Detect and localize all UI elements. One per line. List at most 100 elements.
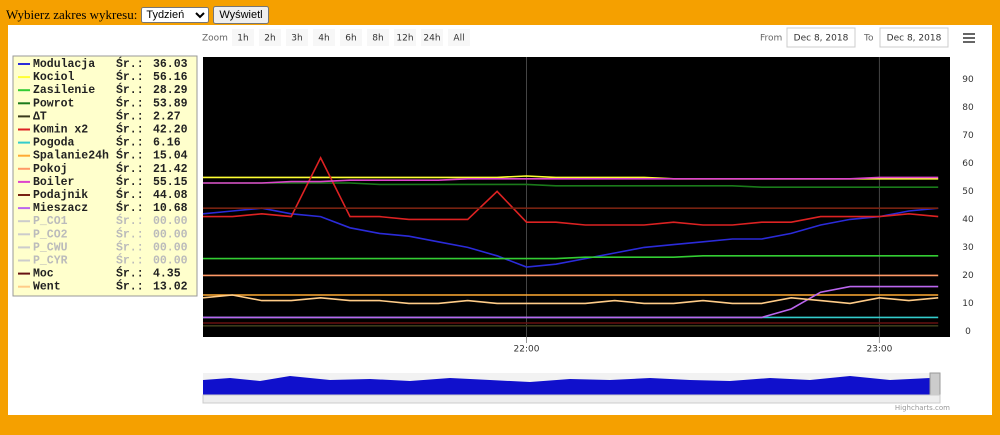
legend-avg[interactable]: 44.08 (153, 189, 188, 202)
legend-avg[interactable]: 21.42 (153, 163, 188, 176)
range-select[interactable]: Tydzień (141, 7, 210, 23)
legend-name[interactable]: Mieszacz (33, 202, 88, 215)
legend-item[interactable]: Boiler Śr.: 55.15 (18, 175, 188, 189)
legend-avg-label[interactable]: Śr.: (116, 83, 144, 97)
legend-avg-label[interactable]: Śr.: (116, 188, 144, 202)
legend-avg[interactable]: 53.89 (153, 97, 188, 110)
from-value[interactable]: Dec 8, 2018 (794, 34, 849, 44)
legend-avg[interactable]: 15.04 (153, 150, 188, 163)
legend-item[interactable]: Zasilenie Śr.: 28.29 (18, 83, 188, 97)
zoom-button-label[interactable]: 12h (396, 34, 413, 44)
legend-item[interactable]: P_CYR Śr.: 00.00 (18, 254, 188, 268)
legend-name[interactable]: Boiler (33, 176, 75, 189)
legend-name[interactable]: ΔT (33, 110, 47, 123)
legend-name[interactable]: P_CO1 (33, 215, 68, 228)
legend-name[interactable]: Komin x2 (33, 124, 88, 137)
legend-item[interactable]: ΔT Śr.: 2.27 (18, 109, 181, 123)
zoom-button-label[interactable]: 4h (318, 34, 329, 44)
legend-name[interactable]: Moc (33, 268, 54, 281)
legend-avg-label[interactable]: Śr.: (116, 254, 144, 268)
legend-name[interactable]: Pokoj (33, 163, 68, 176)
zoom-button[interactable] (394, 29, 416, 46)
zoom-button[interactable] (313, 29, 335, 46)
legend-item[interactable]: P_CWU Śr.: 00.00 (18, 240, 188, 254)
legend-avg[interactable]: 00.00 (153, 255, 188, 268)
to-input[interactable] (879, 27, 949, 48)
legend-avg-label[interactable]: Śr.: (116, 280, 144, 294)
legend-name[interactable]: Podajnik (33, 189, 88, 202)
legend-avg[interactable]: 00.00 (153, 215, 188, 228)
legend-avg[interactable]: 6.16 (153, 137, 181, 150)
zoom-button-label[interactable]: 24h (423, 34, 440, 44)
legend-avg[interactable]: 36.03 (153, 58, 188, 71)
legend-avg[interactable]: 00.00 (153, 241, 188, 254)
legend-avg-label[interactable]: Śr.: (116, 267, 144, 281)
legend-avg[interactable]: 2.27 (153, 110, 181, 123)
legend-avg-label[interactable]: Śr.: (116, 57, 144, 71)
from-input[interactable] (786, 27, 856, 48)
legend-item[interactable]: Moc Śr.: 4.35 (18, 267, 181, 281)
legend-item[interactable]: Pokoj Śr.: 21.42 (18, 162, 188, 176)
legend-avg-label[interactable]: Śr.: (116, 162, 144, 176)
zoom-button-label[interactable]: 3h (291, 34, 302, 44)
legend-avg[interactable]: 4.35 (153, 268, 181, 281)
legend-item[interactable]: Spalanie24h Śr.: 15.04 (18, 149, 188, 163)
legend-avg[interactable]: 28.29 (153, 84, 188, 97)
legend-avg-label[interactable]: Śr.: (116, 149, 144, 163)
legend-avg-label[interactable]: Śr.: (116, 214, 144, 228)
legend-item[interactable]: Modulacja Śr.: 36.03 (18, 57, 188, 71)
legend-avg[interactable]: 55.15 (153, 176, 188, 189)
menu-button[interactable] (963, 33, 975, 43)
legend-item[interactable]: P_CO2 Śr.: 00.00 (18, 227, 188, 241)
legend-name[interactable]: Zasilenie (33, 84, 95, 97)
legend-item[interactable]: Podajnik Śr.: 44.08 (18, 188, 188, 202)
legend-name[interactable]: P_CYR (33, 255, 68, 268)
legend-name[interactable]: P_CO2 (33, 228, 68, 241)
legend-avg-label[interactable]: Śr.: (116, 227, 144, 241)
legend-avg-label[interactable]: Śr.: (116, 136, 144, 150)
legend-name[interactable]: P_CWU (33, 241, 68, 254)
zoom-button-label[interactable]: 2h (264, 34, 275, 44)
legend-avg[interactable]: 00.00 (153, 228, 188, 241)
zoom-button-label[interactable]: 1h (237, 34, 248, 44)
legend-name[interactable]: Spalanie24h (33, 150, 109, 163)
legend-item[interactable]: Mieszacz Śr.: 10.68 (18, 201, 188, 215)
navigator-handle[interactable] (929, 372, 941, 396)
zoom-button[interactable] (340, 29, 362, 46)
legend-avg[interactable]: 13.02 (153, 281, 188, 294)
zoom-button[interactable] (448, 29, 470, 46)
legend-avg-label[interactable]: Śr.: (116, 70, 144, 84)
zoom-button-label[interactable]: 8h (372, 34, 383, 44)
zoom-button[interactable] (421, 29, 443, 46)
legend-item[interactable]: Went Śr.: 13.02 (18, 280, 188, 294)
legend-item[interactable]: P_CO1 Śr.: 00.00 (18, 214, 188, 228)
legend-name[interactable]: Pogoda (33, 137, 75, 150)
zoom-button[interactable] (367, 29, 389, 46)
legend-item[interactable]: Kociol Śr.: 56.16 (18, 70, 188, 84)
legend-avg-label[interactable]: Śr.: (116, 123, 144, 137)
zoom-button[interactable] (259, 29, 281, 46)
legend-avg-label[interactable]: Śr.: (116, 96, 144, 110)
to-value[interactable]: Dec 8, 2018 (887, 34, 942, 44)
zoom-button-label[interactable]: All (453, 34, 464, 44)
legend-name[interactable]: Powrot (33, 97, 74, 110)
legend-box (12, 55, 198, 297)
legend-avg-label[interactable]: Śr.: (116, 201, 144, 215)
legend-item[interactable]: Powrot Śr.: 53.89 (18, 96, 188, 110)
legend-name[interactable]: Went (33, 281, 61, 294)
legend-avg[interactable]: 10.68 (153, 202, 188, 215)
legend-item[interactable]: Komin x2 Śr.: 42.20 (18, 123, 188, 137)
scrollbar[interactable] (202, 394, 941, 404)
legend-name[interactable]: Kociol (33, 71, 75, 84)
show-button[interactable]: Wyświetl (213, 6, 269, 24)
legend-name[interactable]: Modulacja (33, 58, 95, 71)
legend-avg-label[interactable]: Śr.: (116, 175, 144, 189)
legend-avg-label[interactable]: Śr.: (116, 240, 144, 254)
legend-avg[interactable]: 42.20 (153, 124, 188, 137)
legend-avg-label[interactable]: Śr.: (116, 109, 144, 123)
legend-item[interactable]: Pogoda Śr.: 6.16 (18, 136, 181, 150)
legend-avg[interactable]: 56.16 (153, 71, 188, 84)
zoom-button[interactable] (286, 29, 308, 46)
zoom-button[interactable] (232, 29, 254, 46)
zoom-button-label[interactable]: 6h (345, 34, 356, 44)
